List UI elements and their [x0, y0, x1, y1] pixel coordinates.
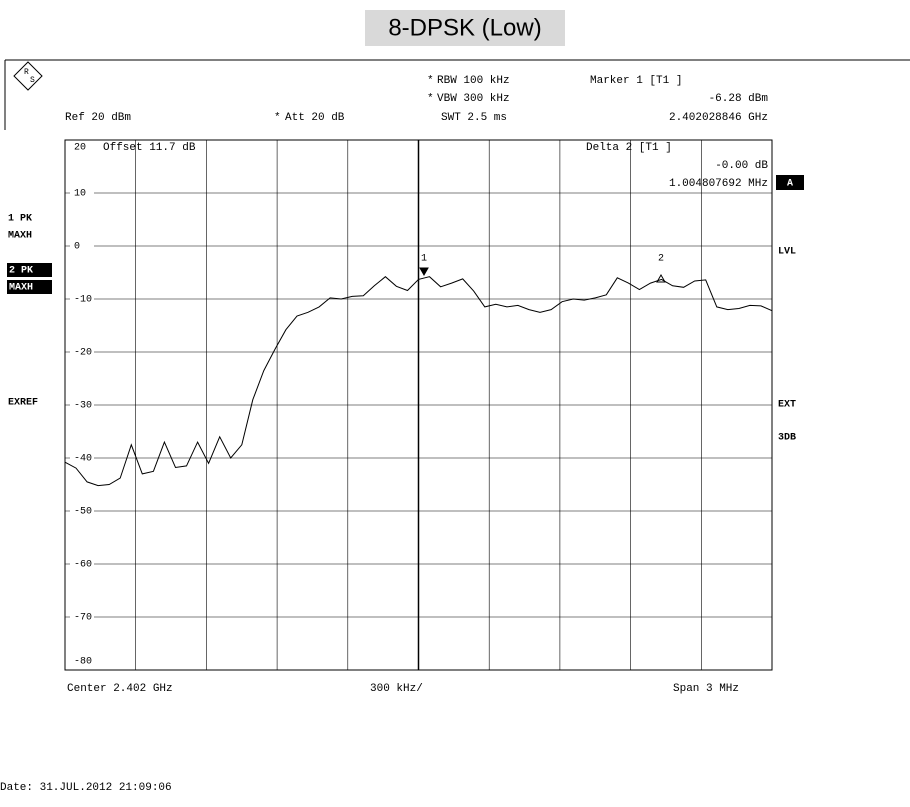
label: SWT 2.5 ms	[441, 112, 507, 124]
tick-bg	[70, 293, 94, 305]
label: MAXH	[8, 231, 32, 242]
label: 1 PK	[8, 214, 32, 225]
label: *	[427, 93, 434, 105]
label: VBW 300 kHz	[437, 93, 510, 105]
label: Center 2.402 GHz	[67, 683, 173, 695]
trace	[64, 276, 773, 487]
badge	[7, 280, 52, 294]
tick-bg	[70, 187, 94, 199]
label: 300 kHz/	[370, 683, 423, 695]
tick-bg	[70, 505, 94, 517]
label: -6.28 dBm	[709, 93, 769, 105]
tick-bg	[70, 611, 94, 623]
label: MAXH	[9, 283, 33, 294]
tick-bg	[70, 655, 94, 667]
tick-bg	[70, 452, 94, 464]
label: 2 PK	[9, 266, 33, 277]
label: 1.004807692 MHz	[669, 178, 768, 190]
label: A	[787, 179, 793, 190]
marker-symbol	[419, 267, 429, 277]
label: Date: 31.JUL.2012 21:09:06	[0, 782, 172, 794]
logo: RS	[13, 61, 43, 91]
label: *	[274, 112, 281, 124]
svg-text:R: R	[24, 68, 29, 77]
tick-bg	[70, 558, 94, 570]
chart-title: 8-DPSK (Low)	[388, 14, 541, 41]
y-tick-label: -40	[74, 454, 92, 465]
label: EXT	[778, 400, 796, 411]
label: RBW 100 kHz	[437, 75, 510, 87]
label: Span 3 MHz	[673, 683, 739, 695]
label: Delta 2 [T1 ]	[586, 142, 672, 154]
label: LVL	[778, 247, 796, 258]
tick-bg	[70, 399, 94, 411]
tick-bg	[70, 240, 94, 252]
label: Marker 1 [T1 ]	[590, 75, 682, 87]
y-tick-label: -60	[74, 560, 92, 571]
label: 3DB	[778, 433, 796, 444]
badge	[7, 263, 52, 277]
marker-label: 1	[421, 254, 427, 265]
y-tick-label: 10	[74, 189, 86, 200]
y-tick-label: -70	[74, 613, 92, 624]
label: -0.00 dB	[715, 160, 768, 172]
svg-text:S: S	[30, 76, 35, 85]
label: EXREF	[8, 398, 38, 409]
marker-symbol	[656, 273, 666, 283]
y-tick-label: -80	[74, 657, 92, 668]
y-tick-label: -50	[74, 507, 92, 518]
label: Att 20 dB	[285, 112, 345, 124]
marker-label: 2	[658, 254, 664, 265]
title-bg	[365, 10, 565, 46]
tick-bg	[70, 141, 94, 153]
y-tick-label: 20	[74, 143, 86, 154]
label: Ref 20 dBm	[65, 112, 131, 124]
y-tick-label: -30	[74, 401, 92, 412]
y-tick-label: 0	[74, 242, 80, 253]
label: *	[427, 75, 434, 87]
label: 2.402028846 GHz	[669, 112, 768, 124]
badge	[776, 175, 804, 190]
y-tick-label: -10	[74, 295, 92, 306]
tick-bg	[70, 346, 94, 358]
y-tick-label: -20	[74, 348, 92, 359]
label: Offset 11.7 dB	[103, 142, 196, 154]
